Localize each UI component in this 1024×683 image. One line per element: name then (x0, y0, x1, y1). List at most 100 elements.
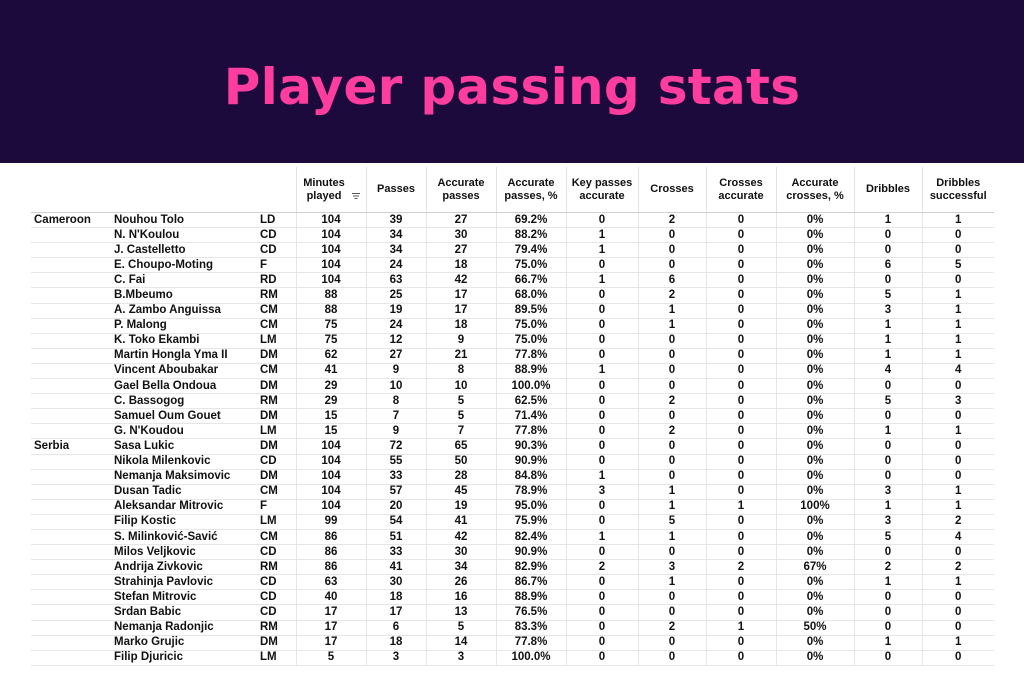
cell-team (31, 242, 111, 259)
header-team (31, 167, 111, 213)
cell-key-passes: 0 (565, 348, 638, 364)
header-dribbles-successful[interactable]: Dribbles successful (921, 167, 994, 213)
cell-dribbles: 3 (853, 484, 922, 500)
cell-player: Filip Kostic (111, 514, 256, 530)
cell-accurate-passes-pct: 78.9% (495, 484, 566, 500)
cell-crosses-accurate: 0 (705, 635, 776, 651)
cell-accurate-passes-pct: 79.4% (495, 242, 566, 259)
cell-minutes: 104 (295, 212, 366, 229)
header-accurate-crosses-pct[interactable]: Accurate crosses, % (775, 167, 854, 213)
header-minutes-played[interactable]: Minutes played (295, 167, 366, 213)
header-accurate-passes[interactable]: Accurate passes (425, 167, 496, 213)
cell-accurate-passes: 28 (425, 469, 496, 485)
cell-position: RD (256, 272, 296, 289)
cell-crosses: 0 (637, 469, 706, 485)
cell-passes: 6 (365, 620, 426, 636)
cell-accurate-crosses-pct: 0% (775, 544, 854, 561)
cell-team (31, 393, 111, 410)
cell-position: CD (256, 544, 296, 561)
cell-accurate-crosses-pct: 0% (775, 318, 854, 334)
cell-key-passes: 0 (565, 454, 638, 470)
cell-minutes: 86 (295, 529, 366, 546)
cell-team (31, 650, 111, 666)
cell-crosses: 1 (637, 303, 706, 319)
table-row: Dusan Tadic CM 104 57 45 78.9% 3 1 0 0% 3 1 (31, 484, 994, 500)
cell-dribbles-successful: 2 (921, 514, 994, 530)
cell-accurate-crosses-pct: 0% (775, 212, 854, 229)
cell-minutes: 75 (295, 318, 366, 334)
cell-team (31, 559, 111, 576)
header-accurate-passes-pct[interactable]: Accurate passes, % (495, 167, 566, 213)
header-passes[interactable]: Passes (365, 167, 426, 213)
cell-passes: 33 (365, 544, 426, 561)
cell-minutes: 104 (295, 469, 366, 485)
cell-key-passes: 0 (565, 544, 638, 561)
cell-key-passes: 3 (565, 484, 638, 500)
cell-accurate-passes: 10 (425, 378, 496, 395)
cell-player: Gael Bella Ondoua (111, 378, 256, 395)
cell-accurate-crosses-pct: 0% (775, 438, 854, 455)
cell-player: Martin Hongla Yma II (111, 348, 256, 364)
table-row: B.Mbeumo RM 88 25 17 68.0% 0 2 0 0% 5 1 (31, 287, 994, 304)
cell-key-passes: 0 (565, 514, 638, 530)
cell-passes: 17 (365, 604, 426, 621)
cell-dribbles-successful: 0 (921, 378, 994, 395)
cell-minutes: 104 (295, 499, 366, 515)
cell-passes: 7 (365, 408, 426, 425)
cell-team (31, 574, 111, 591)
cell-dribbles: 4 (853, 363, 922, 380)
header-dribbles[interactable]: Dribbles (853, 167, 922, 213)
cell-accurate-crosses-pct: 67% (775, 559, 854, 576)
cell-crosses-accurate: 0 (705, 227, 776, 244)
title-banner: Player passing stats (0, 0, 1024, 163)
cell-team (31, 529, 111, 546)
cell-accurate-passes-pct: 71.4% (495, 408, 566, 425)
cell-player: Filip Djuricic (111, 650, 256, 666)
cell-minutes: 41 (295, 363, 366, 380)
cell-crosses: 0 (637, 363, 706, 380)
header-key-passes[interactable]: Key passes accurate (565, 167, 638, 213)
cell-dribbles: 1 (853, 212, 922, 229)
cell-crosses-accurate: 0 (705, 574, 776, 591)
cell-player: Marko Grujic (111, 635, 256, 651)
cell-minutes: 62 (295, 348, 366, 364)
cell-minutes: 104 (295, 257, 366, 274)
header-crosses[interactable]: Crosses (637, 167, 706, 213)
cell-team (31, 604, 111, 621)
sort-descending-icon[interactable] (352, 192, 360, 200)
cell-crosses-accurate: 0 (705, 514, 776, 530)
cell-crosses-accurate: 0 (705, 318, 776, 334)
cell-key-passes: 1 (565, 363, 638, 380)
cell-accurate-passes: 14 (425, 635, 496, 651)
cell-crosses-accurate: 0 (705, 650, 776, 666)
cell-accurate-crosses-pct: 0% (775, 393, 854, 410)
cell-key-passes: 2 (565, 559, 638, 576)
cell-accurate-passes-pct: 75.9% (495, 514, 566, 530)
cell-team (31, 272, 111, 289)
cell-key-passes: 0 (565, 574, 638, 591)
cell-accurate-passes-pct: 84.8% (495, 469, 566, 485)
table-row: Nikola Milenkovic CD 104 55 50 90.9% 0 0 0 0% 0 0 (31, 454, 994, 470)
cell-position: F (256, 257, 296, 274)
cell-dribbles-successful: 0 (921, 438, 994, 455)
cell-dribbles-successful: 1 (921, 348, 994, 364)
cell-position: CM (256, 303, 296, 319)
cell-team (31, 348, 111, 364)
table-row: Milos Veljkovic CD 86 33 30 90.9% 0 0 0 0% 0 0 (31, 544, 994, 561)
cell-accurate-crosses-pct: 0% (775, 589, 854, 606)
cell-team (31, 363, 111, 380)
cell-accurate-passes: 17 (425, 303, 496, 319)
cell-accurate-crosses-pct: 0% (775, 287, 854, 304)
header-crosses-accurate[interactable]: Crosses accurate (705, 167, 776, 213)
cell-crosses: 0 (637, 227, 706, 244)
table-row: E. Choupo-Moting F 104 24 18 75.0% 0 0 0 0% 6 5 (31, 257, 994, 274)
cell-key-passes: 0 (565, 438, 638, 455)
cell-crosses: 0 (637, 650, 706, 666)
header-minutes-label: Minutes played (303, 177, 345, 202)
cell-accurate-passes: 3 (425, 650, 496, 666)
cell-accurate-passes-pct: 69.2% (495, 212, 566, 229)
table-row: Aleksandar Mitrovic F 104 20 19 95.0% 0 1 1 100% 1… (31, 499, 994, 515)
table-row: J. Castelletto CD 104 34 27 79.4% 1 0 0 0% 0 0 (31, 242, 994, 259)
cell-position: RM (256, 287, 296, 304)
cell-team: Serbia (31, 438, 111, 455)
